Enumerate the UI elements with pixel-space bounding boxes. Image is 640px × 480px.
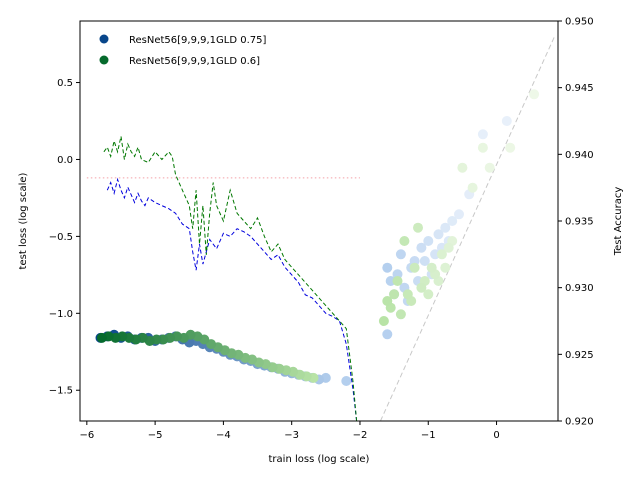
accuracy-point (416, 242, 427, 253)
accuracy-point (402, 289, 413, 300)
y2-tick-label: 0.930 (565, 283, 594, 294)
legend-label: ResNet56[9,9,9,1GLD 0.75] (129, 35, 266, 46)
accuracy-point (529, 89, 540, 100)
accuracy-point (457, 162, 468, 173)
y2-tick-label: 0.920 (565, 417, 594, 428)
accuracy-point (413, 222, 423, 233)
x-tick-label: −5 (148, 430, 163, 441)
accuracy-point (484, 162, 495, 173)
accuracy-point (395, 249, 406, 260)
accuracy-point (416, 282, 427, 293)
accuracy-point (436, 249, 447, 260)
accuracy-point (423, 289, 434, 300)
legend-label: ResNet56[9,9,9,1GLD 0.6] (129, 56, 260, 67)
y2-axis-label: Test Accuracy (613, 187, 624, 257)
accuracy-point (443, 242, 454, 253)
accuracy-point (501, 116, 512, 126)
accuracy-point (382, 296, 393, 306)
y2-tick-label: 0.950 (565, 17, 594, 28)
x-axis-label: train loss (log scale) (269, 454, 370, 465)
accuracy-point (454, 209, 464, 220)
accuracy-point (440, 262, 451, 273)
accuracy-point (467, 182, 478, 193)
accuracy-point (382, 262, 393, 273)
loss-point (96, 332, 107, 343)
reference-line-diagonal (380, 36, 556, 421)
accuracy-point (426, 262, 437, 273)
accuracy-point (392, 276, 403, 286)
y2-tick-label: 0.935 (565, 217, 594, 228)
legend: ResNet56[9,9,9,1GLD 0.75] ResNet56[9,9,9,… (99, 34, 266, 67)
accuracy-point (440, 222, 451, 233)
y-tick-label: 0.0 (57, 155, 73, 166)
accuracy-point (433, 229, 444, 240)
legend-marker (99, 55, 109, 65)
accuracy-point (395, 309, 406, 320)
x-tick-label: −3 (284, 430, 299, 441)
accuracy-point (409, 262, 420, 273)
accuracy-point (477, 129, 488, 140)
accuracy-point (382, 329, 393, 340)
reference-lines (86, 36, 556, 421)
accuracy-point (447, 216, 458, 226)
x-tick-label: −1 (421, 430, 436, 441)
x-tick-label: −6 (79, 430, 94, 441)
x-tick-label: −2 (353, 430, 368, 441)
y-tick-label: 0.5 (57, 78, 73, 89)
accuracy-point (378, 316, 389, 326)
y-tick-label: −1.0 (49, 309, 73, 320)
y-axis-ticks: −1.5 −1.0 −0.5 0.0 0.5 (49, 78, 80, 397)
y-tick-label: −0.5 (49, 232, 73, 243)
x-tick-label: −4 (216, 430, 231, 441)
x-axis-ticks: −6 −5 −4 −3 −2 −1 0 (79, 421, 500, 441)
accuracy-point (505, 142, 516, 153)
y-tick-label: −1.5 (49, 386, 73, 397)
x-tick-label: 0 (493, 430, 499, 441)
trajectory-lines (103, 136, 358, 421)
trajectory-line-1 (106, 177, 358, 421)
loss-point (341, 376, 352, 386)
accuracy-point (477, 142, 488, 153)
accuracy-point (389, 289, 400, 300)
scatter-points (95, 89, 540, 386)
accuracy-point (423, 236, 434, 246)
legend-marker (99, 34, 109, 44)
y-axis-label: test loss (log scale) (18, 172, 29, 269)
y2-tick-label: 0.925 (565, 350, 594, 361)
accuracy-point (399, 236, 410, 246)
y2-tick-label: 0.945 (565, 83, 594, 94)
y2-tick-label: 0.940 (565, 150, 594, 161)
accuracy-point (419, 256, 430, 266)
y2-axis-ticks: 0.920 0.925 0.930 0.935 0.940 0.945 0.950 (558, 17, 594, 428)
trajectory-line-2 (103, 136, 358, 421)
